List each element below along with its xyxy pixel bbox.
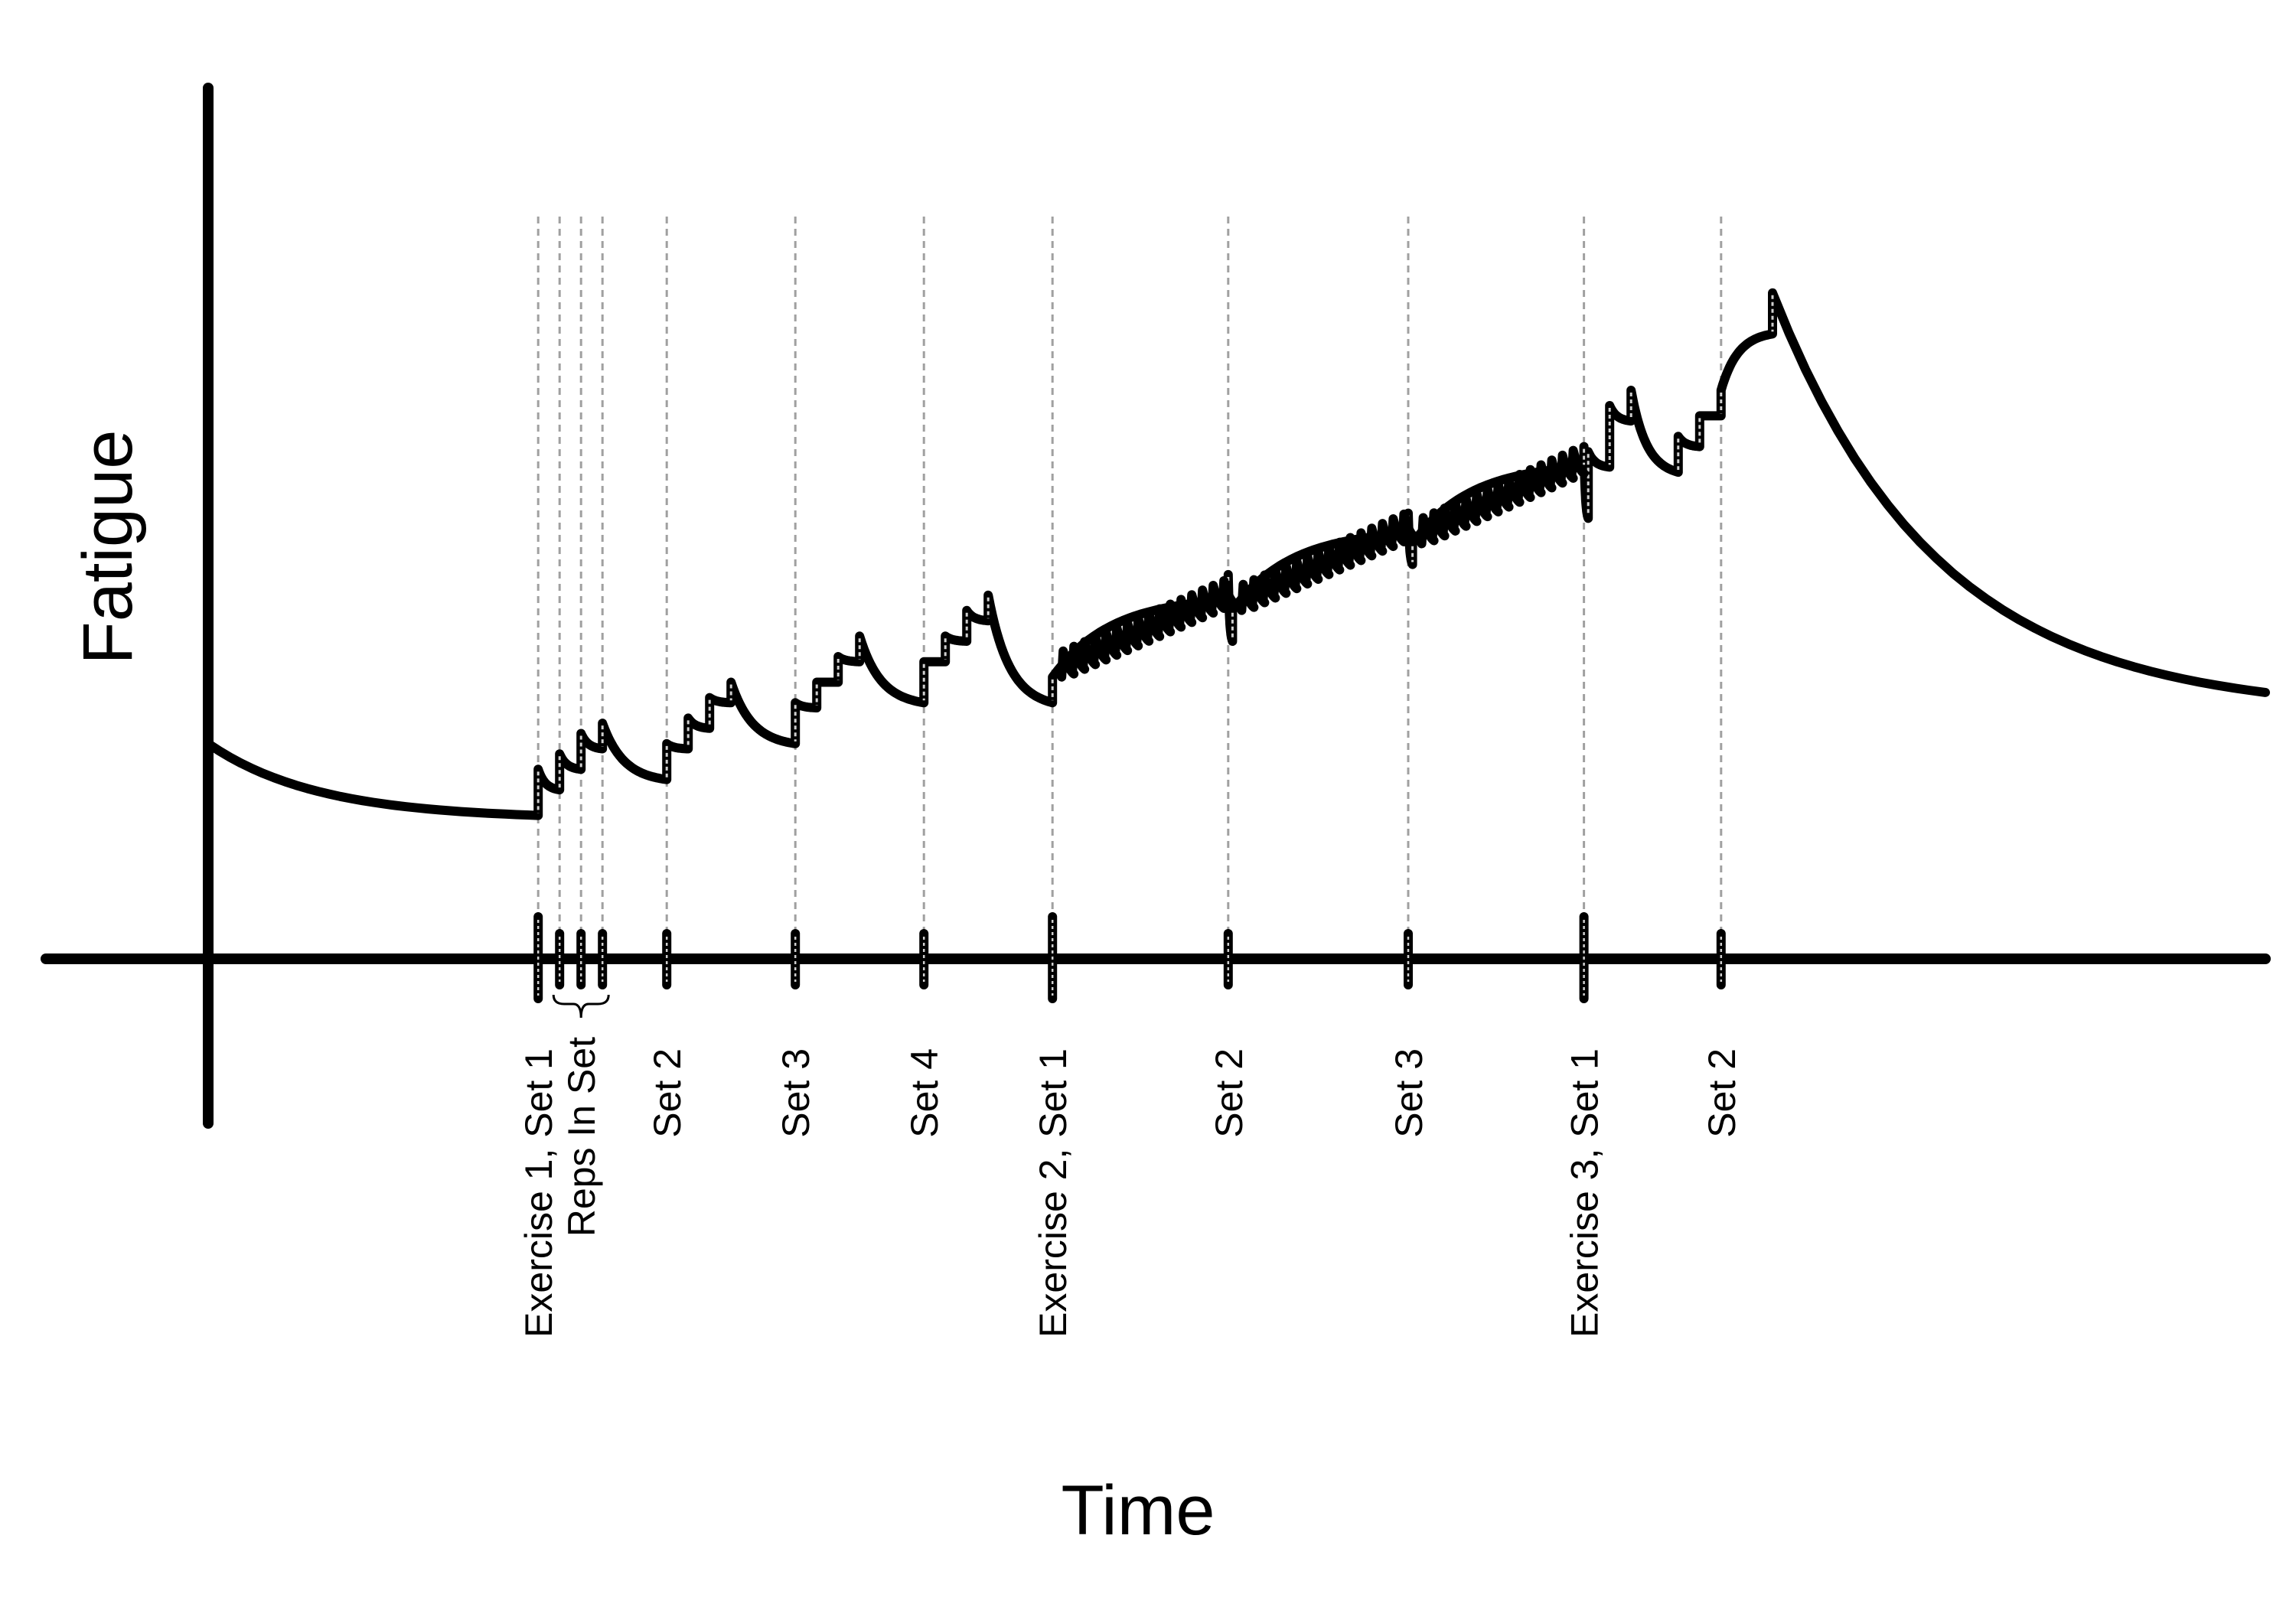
marker-label: Set 2	[1208, 1048, 1251, 1138]
rep-spike	[1567, 445, 1589, 481]
y-axis-title: Fatigue	[69, 430, 147, 665]
x-axis-title: Time	[1061, 1472, 1215, 1550]
marker-label: Set 2	[646, 1048, 689, 1138]
guide-lines	[536, 217, 1723, 959]
marker-label: Exercise 2, Set 1	[1032, 1048, 1075, 1338]
rep-spike	[1218, 575, 1240, 611]
marker-label: Set 4	[903, 1048, 946, 1138]
reps-annotation-label: Reps In Set	[560, 1037, 603, 1237]
marker-label: Exercise 3, Set 1	[1564, 1048, 1606, 1338]
fatigue-curve	[204, 288, 2270, 820]
time-markers	[533, 912, 1726, 1003]
reps-brace	[552, 994, 610, 1019]
rep-spike	[1397, 509, 1420, 545]
marker-label: Set 2	[1701, 1048, 1743, 1138]
annotations: Reps In Set	[552, 994, 610, 1237]
fatigue-series	[204, 288, 2270, 820]
marker-label: Exercise 1, Set 1	[517, 1048, 560, 1338]
marker-labels: Exercise 1, Set 1 Set 2 Set 3 Set 4 Exercise…	[517, 1048, 1743, 1338]
marker-label: Set 3	[1388, 1048, 1430, 1138]
marker-label: Set 3	[775, 1048, 817, 1138]
